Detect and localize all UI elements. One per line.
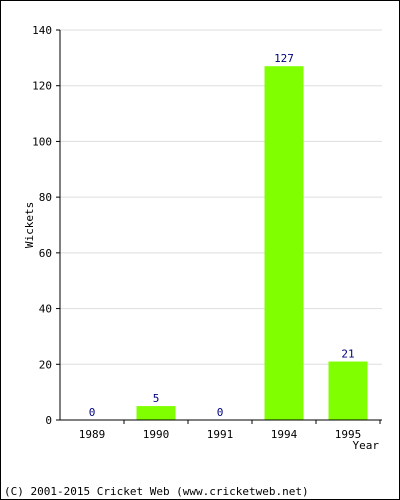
value-label: 0 xyxy=(217,406,224,419)
bar xyxy=(136,406,176,420)
y-tick-label: 140 xyxy=(32,24,52,37)
copyright-footer: (C) 2001-2015 Cricket Web (www.cricketwe… xyxy=(4,485,309,498)
y-tick-label: 80 xyxy=(39,191,52,204)
y-tick-label: 120 xyxy=(32,80,52,93)
value-label: 5 xyxy=(153,392,160,405)
x-tick-label: 1994 xyxy=(271,428,298,441)
value-label: 127 xyxy=(274,52,294,65)
y-axis-label: Wickets xyxy=(23,202,36,248)
value-label: 21 xyxy=(341,348,354,361)
axes xyxy=(59,30,382,421)
y-tick-label: 20 xyxy=(39,358,52,371)
bar xyxy=(264,66,304,420)
value-label: 0 xyxy=(89,406,96,419)
value-labels: 0 5 0 127 21 xyxy=(89,52,355,419)
x-tick-label: 1995 xyxy=(335,428,362,441)
y-tick-label: 40 xyxy=(39,303,52,316)
x-ticks: 1989 1990 1991 1994 1995 xyxy=(79,420,381,441)
y-tick-label: 60 xyxy=(39,247,52,260)
bar xyxy=(328,361,368,420)
x-tick-label: 1989 xyxy=(79,428,106,441)
bars xyxy=(136,66,368,420)
y-tick-label: 0 xyxy=(45,414,52,427)
x-tick-label: 1990 xyxy=(143,428,170,441)
y-ticks: 0 20 40 60 80 100 120 140 xyxy=(32,24,60,427)
y-tick-label: 100 xyxy=(32,135,52,148)
x-tick-label: 1991 xyxy=(207,428,234,441)
grid-lines xyxy=(60,29,382,365)
x-axis-label: Year xyxy=(353,439,380,452)
